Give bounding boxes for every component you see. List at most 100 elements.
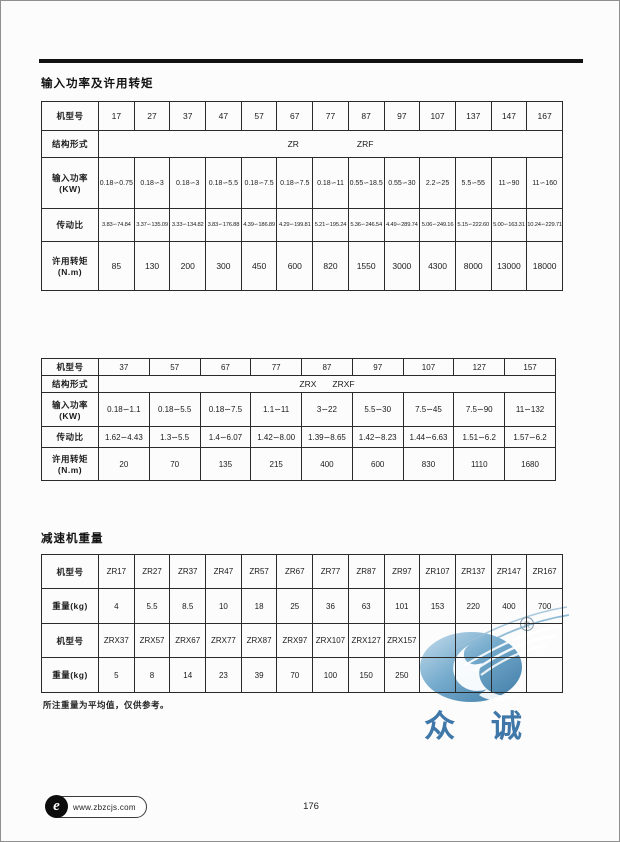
table-cell: 107 — [419, 101, 456, 131]
table-cell — [454, 623, 492, 658]
table-cell: 0.18∽3 — [169, 157, 207, 209]
table-cell — [526, 657, 563, 693]
table-cell: 2.2∽25 — [419, 157, 456, 209]
table-cell: 250 — [383, 657, 421, 693]
table-cell: 14 — [169, 657, 207, 693]
table-cell: 8 — [133, 657, 171, 693]
table-cell: 830 — [402, 447, 455, 481]
table-cell: 7.5∽45 — [402, 392, 455, 427]
browser-e-icon: e — [45, 795, 68, 818]
row-label: 机型号 — [41, 554, 99, 589]
table-cell — [454, 657, 492, 693]
table-cell: 1.62∽4.43 — [98, 426, 150, 448]
table-cell: ZR37 — [169, 554, 207, 589]
table-cell: 5.21∽195.24 — [312, 208, 349, 242]
zrx-power-torque-table: 机型号 37 57 67 77 87 97 107 127 157 结构形式 ZRX ZRXF 输入功率 … — [41, 358, 556, 481]
table-cell: 1.3∽5.5 — [148, 426, 201, 448]
table-cell: 5.36∽246.54 — [347, 208, 385, 242]
row-label: 输入功率 (KW) — [41, 157, 99, 209]
table-cell: 1550 — [347, 241, 385, 291]
table-cell: 127 — [453, 358, 506, 376]
table-cell: ZR87 — [347, 554, 385, 589]
table-cell: 4 — [98, 588, 135, 624]
table-cell: 135 — [199, 447, 252, 481]
table-cell: ZR107 — [419, 554, 456, 589]
table-cell: 1.44∽6.63 — [402, 426, 455, 448]
table-cell: ZR47 — [205, 554, 242, 589]
table-cell: 1.42∽8.00 — [250, 426, 303, 448]
table-cell: 0.18∽1.1 — [98, 392, 150, 427]
table-cell: 36 — [312, 588, 349, 624]
table-cell: ZRX157 — [383, 623, 421, 658]
table-cell: 5.00∽163.31 — [490, 208, 528, 242]
row-label: 机型号 — [41, 101, 99, 131]
table-cell: ZR137 — [454, 554, 492, 589]
table-cell: ZRX97 — [276, 623, 314, 658]
row-label: 重量(kg) — [41, 588, 99, 624]
row-label: 结构形式 — [41, 375, 99, 393]
table-cell: 10 — [205, 588, 242, 624]
table-row: 许用转矩 (N.m) 20 70 135 215 400 600 830 1110 1680 — [41, 447, 556, 481]
table-row: 机型号 37 57 67 77 87 97 107 127 157 — [41, 358, 556, 376]
table-row: 传动比 3.83∽74.84 3.37∽135.09 3.33∽134.82 3.83∽… — [41, 208, 563, 242]
table-cell: 5.5∽55 — [454, 157, 492, 209]
page-number: 176 — [303, 801, 319, 812]
row-label: 许用转矩 (N.m) — [41, 447, 99, 481]
table-cell: 0.18∽5.5 — [148, 392, 201, 427]
table-cell: 101 — [383, 588, 421, 624]
row-label: 许用转矩 (N.m) — [41, 241, 99, 291]
table-cell: 400 — [301, 447, 353, 481]
table-cell: 220 — [454, 588, 492, 624]
structure-type-label: ZR — [287, 139, 299, 149]
table-row: 输入功率 (KW) 0.18∽1.1 0.18∽5.5 0.18∽7.5 1.1∽11 3… — [41, 392, 556, 427]
table-cell: 0.55∽30 — [383, 157, 421, 209]
table-row: 结构形式 ZRX ZRXF — [41, 375, 556, 393]
table-cell: 70 — [148, 447, 201, 481]
table-row: 重量(kg) 4 5.5 8.5 10 18 25 36 63 101 153 220 400 700 — [41, 588, 563, 624]
table-row: 机型号 ZRX37 ZRX57 ZRX67 ZRX77 ZRX87 ZRX97 ZRX107 Z… — [41, 623, 563, 658]
table-cell: 70 — [276, 657, 314, 693]
table-cell: 5 — [98, 657, 135, 693]
header-rule — [39, 59, 583, 63]
table-cell: 153 — [419, 588, 456, 624]
table-row: 许用转矩 (N.m) 85 130 200 300 450 600 820 1550 3000 43… — [41, 241, 563, 291]
table-cell: 8000 — [454, 241, 492, 291]
table-cell: 3.83∽74.84 — [98, 208, 135, 242]
table-cell: 820 — [312, 241, 349, 291]
table-cell: ZR147 — [490, 554, 528, 589]
table-cell: 3000 — [383, 241, 421, 291]
table-cell: 1.42∽8.23 — [351, 426, 404, 448]
table-cell: 0.18∽3 — [133, 157, 171, 209]
table-cell: 20 — [98, 447, 150, 481]
table-cell: ZR97 — [383, 554, 421, 589]
table-cell: 47 — [205, 101, 242, 131]
table-cell: ZRX127 — [347, 623, 385, 658]
table-cell: 1.39∽8.65 — [301, 426, 353, 448]
table-cell: 5.5∽30 — [351, 392, 404, 427]
table-cell: 5.15∽222.60 — [454, 208, 492, 242]
table-row: 传动比 1.62∽4.43 1.3∽5.5 1.4∽6.07 1.42∽8.00 1.39… — [41, 426, 556, 448]
section-title-weight: 减速机重量 — [41, 533, 104, 545]
row-label: 传动比 — [41, 208, 99, 242]
section-title-power-torque: 输入功率及许用转矩 — [41, 78, 154, 90]
row-label: 结构形式 — [41, 130, 99, 158]
table-cell: 0.18∽7.5 — [199, 392, 252, 427]
table-cell: ZRX57 — [133, 623, 171, 658]
table-cell: 300 — [205, 241, 242, 291]
table-cell: 37 — [98, 358, 150, 376]
table-cell: 85 — [98, 241, 135, 291]
table-cell: 3.83∽176.88 — [205, 208, 242, 242]
table-cell — [526, 623, 563, 658]
table-row: 结构形式 ZR ZRF — [41, 130, 563, 158]
table-cell: 11∽90 — [490, 157, 528, 209]
table-cell: 1110 — [453, 447, 506, 481]
table-cell: 57 — [148, 358, 201, 376]
table-cell: 0.55∽18.5 — [347, 157, 385, 209]
table-cell — [419, 623, 456, 658]
table-cell: ZR27 — [133, 554, 171, 589]
table-cell: 450 — [240, 241, 278, 291]
table-cell: ZR17 — [98, 554, 135, 589]
table-cell: 11∽160 — [526, 157, 563, 209]
table-cell: 0.18∽7.5 — [240, 157, 278, 209]
table-cell: ZRX107 — [312, 623, 349, 658]
